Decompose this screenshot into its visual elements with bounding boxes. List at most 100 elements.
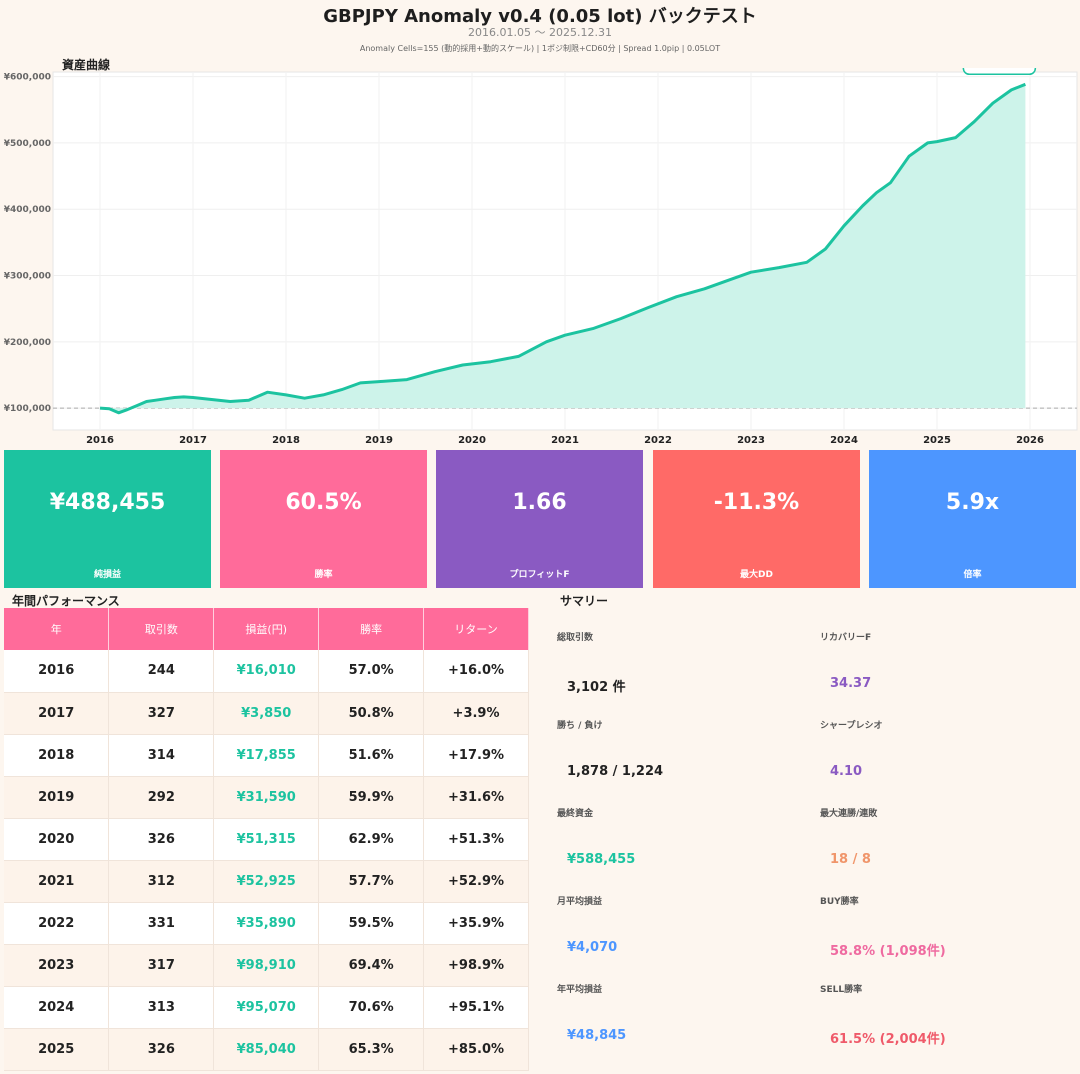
x-tick-label: 2020 xyxy=(458,435,486,446)
table-cell: 2016 xyxy=(4,650,110,693)
card-multiplier: 5.9x 倍率 xyxy=(869,450,1076,588)
summary-value: 61.5% (2,004件) xyxy=(830,1032,946,1047)
card-label: 純損益 xyxy=(93,570,121,580)
chart-title: 資産曲線 xyxy=(62,58,111,72)
params-line: Anomaly Cells=155 (動的採用+動的スケール) | 1ポジ制限+… xyxy=(359,44,721,53)
col-header: 勝率 xyxy=(318,608,425,650)
table-cell: +95.1% xyxy=(423,986,529,1029)
table-cell: 2017 xyxy=(4,692,110,735)
summary-value: 34.37 xyxy=(830,676,872,691)
table-cell: 51.6% xyxy=(318,734,425,777)
summary-label: 月平均損益 xyxy=(557,897,603,907)
table-cell: +52.9% xyxy=(423,860,529,903)
table-cell: +85.0% xyxy=(423,1028,529,1071)
x-tick-label: 2023 xyxy=(737,435,765,446)
table-cell: ¥98,910 xyxy=(213,944,320,987)
summary-value: 18 / 8 xyxy=(830,852,871,867)
table-cell: 331 xyxy=(108,902,215,945)
table-cell: ¥3,850 xyxy=(213,692,320,735)
yearly-table: 年 取引数 損益(円) 勝率 リターン 2016 244 ¥16,010 57.0% +… xyxy=(4,608,529,1071)
card-label: プロフィットF xyxy=(509,570,570,580)
summary-value: ¥588,455 xyxy=(567,852,636,867)
x-tick-label: 2022 xyxy=(644,435,672,446)
equity-area xyxy=(100,84,1026,413)
table-cell: ¥51,315 xyxy=(213,818,320,861)
x-tick-label: 2018 xyxy=(272,435,300,446)
table-cell: 314 xyxy=(108,734,215,777)
card-profit-factor: 1.66 プロフィットF xyxy=(436,450,643,588)
table-cell: +16.0% xyxy=(423,650,529,693)
card-label: 倍率 xyxy=(963,570,982,580)
table-header-row: 年 取引数 損益(円) 勝率 リターン xyxy=(4,608,529,650)
table-cell: 2019 xyxy=(4,776,110,819)
table-cell: 2021 xyxy=(4,860,110,903)
summary-label: 年平均損益 xyxy=(557,985,603,995)
y-tick-label: ¥100,000 xyxy=(4,404,51,414)
table-cell: ¥85,040 xyxy=(213,1028,320,1071)
table-row: 2025 326 ¥85,040 65.3% +85.0% xyxy=(4,1028,529,1071)
card-max-dd: -11.3% 最大DD xyxy=(653,450,860,588)
table-cell: 50.8% xyxy=(318,692,425,735)
table-cell: 292 xyxy=(108,776,215,819)
table-cell: 59.9% xyxy=(318,776,425,819)
table-row: 2016 244 ¥16,010 57.0% +16.0% xyxy=(4,650,529,693)
summary-label: BUY勝率 xyxy=(820,897,859,907)
table-cell: 2023 xyxy=(4,944,110,987)
summary-value: ¥4,070 xyxy=(567,940,618,955)
table-row: 2024 313 ¥95,070 70.6% +95.1% xyxy=(4,986,529,1029)
table-cell: 317 xyxy=(108,944,215,987)
table-cell: 244 xyxy=(108,650,215,693)
card-value: 1.66 xyxy=(512,490,567,515)
card-value: -11.3% xyxy=(713,490,800,515)
col-header: リターン xyxy=(423,608,529,650)
table-cell: ¥31,590 xyxy=(213,776,320,819)
table-cell: ¥52,925 xyxy=(213,860,320,903)
equity-chart: ¥100,000 ¥200,000 ¥300,000 ¥400,000 ¥500,000… xyxy=(4,68,1078,446)
table-cell: 313 xyxy=(108,986,215,1029)
table-cell: +17.9% xyxy=(423,734,529,777)
y-tick-label: ¥400,000 xyxy=(4,205,51,215)
table-cell: ¥35,890 xyxy=(213,902,320,945)
x-tick-label: 2024 xyxy=(830,435,858,446)
table-cell: ¥17,855 xyxy=(213,734,320,777)
x-tick-label: 2026 xyxy=(1016,435,1044,446)
x-tick-label: 2025 xyxy=(923,435,951,446)
summary-label: 最終資金 xyxy=(557,809,594,819)
table-cell: 69.4% xyxy=(318,944,425,987)
equity-line xyxy=(99,82,1026,415)
card-win-rate: 60.5% 勝率 xyxy=(220,450,427,588)
x-tick-label: 2017 xyxy=(179,435,207,446)
x-tick-label: 2016 xyxy=(86,435,114,446)
date-range: 2016.01.05 ～ 2025.12.31 xyxy=(468,26,612,39)
table-cell: ¥95,070 xyxy=(213,986,320,1029)
summary-value: 3,102 件 xyxy=(567,680,626,695)
summary-value: 1,878 / 1,224 xyxy=(567,764,664,779)
summary-value: 58.8% (1,098件) xyxy=(830,944,946,959)
table-row: 2020 326 ¥51,315 62.9% +51.3% xyxy=(4,818,529,861)
table-cell: +3.9% xyxy=(423,692,529,735)
table-cell: 312 xyxy=(108,860,215,903)
y-tick-label: ¥300,000 xyxy=(4,272,51,282)
table-cell: 2020 xyxy=(4,818,110,861)
summary-label: リカバリーF xyxy=(820,633,872,643)
final-value-badge xyxy=(962,68,1037,76)
table-cell: 70.6% xyxy=(318,986,425,1029)
summary-title: サマリー xyxy=(560,594,609,608)
table-cell: 65.3% xyxy=(318,1028,425,1071)
table-cell: 57.0% xyxy=(318,650,425,693)
table-cell: +31.6% xyxy=(423,776,529,819)
table-row: 2022 331 ¥35,890 59.5% +35.9% xyxy=(4,902,529,945)
table-cell: 326 xyxy=(108,1028,215,1071)
y-tick-label: ¥600,000 xyxy=(4,73,51,83)
card-label: 最大DD xyxy=(740,570,773,580)
table-cell: +51.3% xyxy=(423,818,529,861)
table-cell: 327 xyxy=(108,692,215,735)
card-value: ¥488,455 xyxy=(49,490,166,515)
card-value: 5.9x xyxy=(945,490,1000,515)
kpi-cards: ¥488,455 純損益 60.5% 勝率 1.66 プロフィットF -11.3… xyxy=(4,450,1080,588)
y-tick-label: ¥500,000 xyxy=(4,139,51,149)
summary-label: 勝ち / 負け xyxy=(557,721,603,731)
col-header: 取引数 xyxy=(108,608,215,650)
page-title: GBPJPY Anomaly v0.4 (0.05 lot) バックテスト xyxy=(323,6,757,27)
card-label: 勝率 xyxy=(314,570,333,580)
